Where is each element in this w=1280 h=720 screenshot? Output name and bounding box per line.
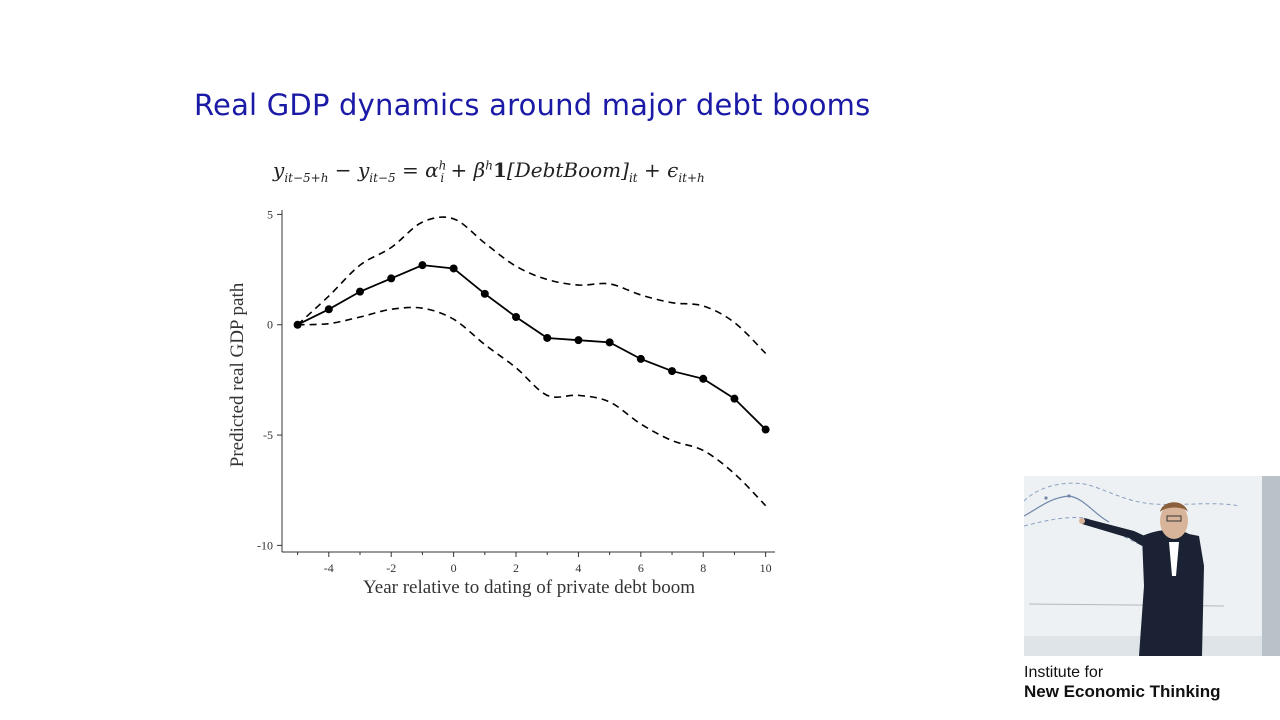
data-point: [356, 287, 365, 296]
x-tick-label: 2: [513, 561, 519, 575]
chart-axes: 5 0 -5 -10 -4 -2 0 2 4 6 8 10: [257, 207, 775, 575]
y-tick-label: -5: [263, 428, 273, 442]
data-point: [480, 289, 489, 298]
data-point: [668, 367, 677, 376]
eq-beta: β: [473, 158, 486, 182]
series-line-upper-band: [297, 216, 767, 354]
chart-markers: [293, 261, 770, 434]
eq-beta-sup: h: [485, 158, 493, 173]
x-tick-label: 6: [638, 561, 644, 575]
eq-bracket-sub: it: [628, 171, 638, 185]
presenter-video-icon: [1024, 476, 1280, 656]
x-tick-label: 10: [760, 561, 772, 575]
data-point: [699, 374, 708, 383]
eq-alpha-sub: i: [440, 171, 445, 185]
series-line-estimate: [297, 264, 767, 431]
data-point: [293, 320, 302, 329]
x-tick-label: 8: [700, 561, 706, 575]
data-point: [574, 336, 583, 345]
eq-sub2: it−5: [369, 171, 396, 185]
eq-y1: y: [273, 158, 285, 182]
eq-plus1: +: [444, 158, 474, 182]
eq-minus: −: [328, 158, 358, 182]
brand-line2: New Economic Thinking: [1024, 682, 1221, 701]
eq-plus2: +: [637, 158, 668, 182]
data-point: [605, 338, 614, 347]
data-point: [387, 274, 396, 283]
y-axis-label: Predicted real GDP path: [227, 282, 248, 467]
x-axis-label: Year relative to dating of private debt …: [363, 577, 695, 598]
x-tick-label: 0: [451, 561, 457, 575]
x-tick-label: -2: [386, 561, 396, 575]
data-point: [418, 261, 427, 270]
eq-indicator: 1: [492, 158, 507, 182]
eq-eps-sub: it+h: [678, 171, 705, 185]
y-tick-label: 0: [267, 318, 273, 332]
data-point: [512, 313, 521, 322]
series-line-lower-band: [297, 306, 767, 507]
eq-y2: y: [357, 158, 370, 182]
presenter-video-inset: [1024, 476, 1280, 656]
eq-alpha-sup: h: [438, 158, 447, 173]
chart-series: [297, 216, 767, 507]
y-tick-label: -10: [257, 538, 273, 552]
data-point: [449, 264, 458, 273]
data-point: [636, 354, 645, 363]
y-tick-label: 5: [267, 207, 273, 221]
x-tick-label: -4: [324, 561, 334, 575]
data-point: [543, 333, 552, 342]
eq-bracket: [DebtBoom]: [506, 158, 629, 182]
eq-equals: =: [395, 158, 426, 182]
eq-eps: ϵ: [667, 158, 679, 182]
data-point: [730, 394, 739, 403]
eq-sub1: it−5+h: [284, 171, 329, 185]
data-point: [761, 425, 770, 434]
brand-line1: Institute for: [1024, 664, 1104, 681]
gdp-chart: 5 0 -5 -10 -4 -2 0 2 4 6 8 10 Predicted real GDP pa…: [227, 207, 775, 598]
data-point: [324, 305, 333, 314]
x-tick-label: 4: [575, 561, 581, 575]
brand-logo: Institute for New Economic Thinking: [1024, 663, 1220, 701]
eq-alpha: α: [425, 158, 439, 182]
slide-title: Real GDP dynamics around major debt boom…: [194, 88, 871, 122]
regression-equation: yit−5+h − yit−5 = αhi + βh1[DebtBoom]it …: [273, 158, 705, 185]
